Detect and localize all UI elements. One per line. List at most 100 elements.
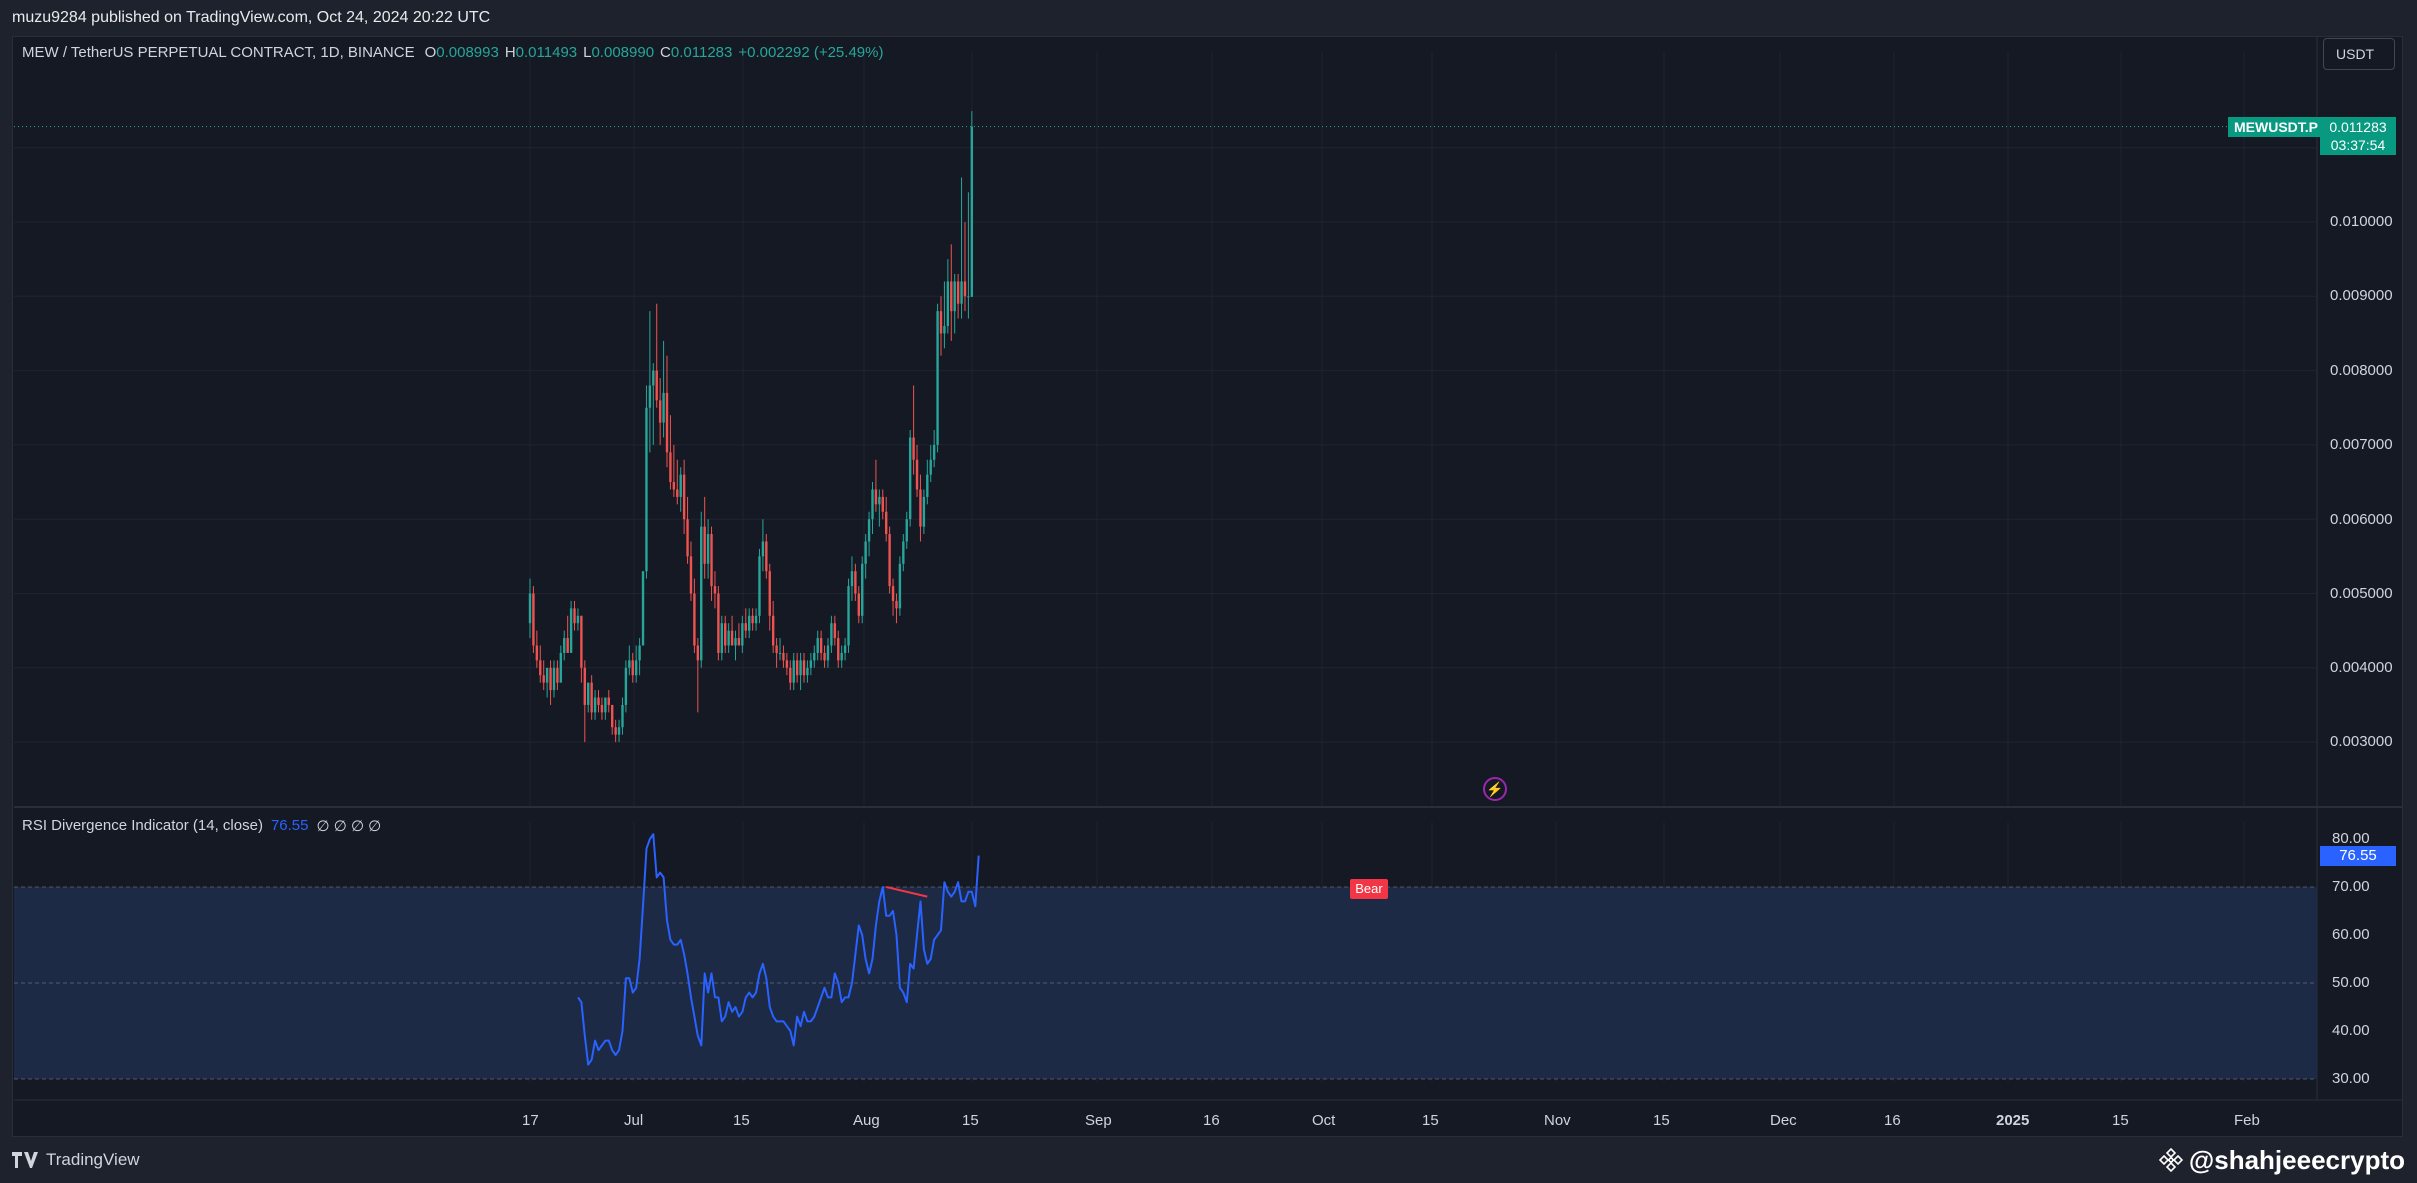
candle[interactable] bbox=[929, 444, 932, 483]
candle[interactable] bbox=[590, 675, 593, 720]
candle[interactable] bbox=[539, 645, 542, 683]
candle[interactable] bbox=[744, 608, 747, 639]
candle[interactable] bbox=[819, 630, 823, 661]
candle[interactable] bbox=[932, 430, 936, 468]
candle[interactable] bbox=[861, 556, 864, 624]
candle[interactable] bbox=[956, 274, 960, 319]
candle[interactable] bbox=[652, 363, 655, 445]
candle[interactable] bbox=[915, 444, 919, 497]
candle[interactable] bbox=[710, 526, 713, 601]
tradingview-brand[interactable]: TradingView bbox=[12, 1150, 140, 1170]
candle[interactable] bbox=[898, 556, 902, 616]
candle[interactable] bbox=[593, 690, 597, 720]
candle[interactable] bbox=[878, 489, 881, 527]
candle[interactable] bbox=[771, 600, 775, 653]
candle[interactable] bbox=[809, 652, 813, 676]
candle[interactable] bbox=[669, 415, 672, 490]
candle[interactable] bbox=[970, 111, 974, 298]
candle[interactable] bbox=[703, 496, 706, 579]
candle[interactable] bbox=[823, 645, 826, 668]
lightning-icon[interactable]: ⚡ bbox=[1483, 777, 1507, 801]
candle[interactable] bbox=[881, 489, 884, 520]
candle[interactable] bbox=[679, 467, 682, 512]
candle[interactable] bbox=[953, 274, 956, 334]
candle[interactable] bbox=[833, 615, 837, 646]
symbol-title[interactable]: MEW / TetherUS PERPETUAL CONTRACT, 1D, B… bbox=[22, 44, 415, 61]
candle[interactable] bbox=[597, 690, 600, 713]
candle[interactable] bbox=[587, 682, 590, 713]
candle[interactable] bbox=[936, 303, 939, 453]
candle[interactable] bbox=[813, 645, 816, 668]
candle[interactable] bbox=[545, 667, 549, 698]
candle[interactable] bbox=[607, 690, 610, 713]
candle[interactable] bbox=[662, 340, 665, 438]
candle[interactable] bbox=[908, 430, 912, 527]
rsi-line[interactable] bbox=[577, 833, 980, 1066]
candle[interactable] bbox=[535, 630, 539, 668]
candle[interactable] bbox=[696, 638, 700, 713]
candle[interactable] bbox=[638, 638, 641, 676]
candle[interactable] bbox=[799, 652, 802, 691]
candle[interactable] bbox=[795, 652, 799, 683]
candle[interactable] bbox=[641, 571, 645, 646]
candle[interactable] bbox=[830, 615, 833, 653]
candle[interactable] bbox=[724, 615, 727, 653]
candle[interactable] bbox=[765, 534, 768, 579]
candle[interactable] bbox=[648, 311, 652, 453]
candle[interactable] bbox=[919, 474, 922, 542]
candle[interactable] bbox=[895, 593, 898, 624]
candle[interactable] bbox=[600, 697, 604, 720]
candle[interactable] bbox=[727, 623, 730, 653]
candle[interactable] bbox=[912, 385, 915, 475]
candle[interactable] bbox=[741, 615, 744, 653]
candle[interactable] bbox=[963, 222, 967, 312]
candle[interactable] bbox=[665, 355, 669, 468]
candle[interactable] bbox=[826, 638, 830, 668]
candle[interactable] bbox=[734, 630, 737, 661]
candle[interactable] bbox=[583, 660, 586, 743]
candle[interactable] bbox=[922, 489, 926, 535]
candle[interactable] bbox=[850, 556, 854, 601]
candle[interactable] bbox=[905, 511, 908, 549]
main-legend[interactable]: MEW / TetherUS PERPETUAL CONTRACT, 1D, B… bbox=[22, 44, 883, 61]
candle[interactable] bbox=[628, 645, 631, 676]
candle[interactable] bbox=[563, 630, 566, 661]
candle[interactable] bbox=[706, 519, 710, 579]
candle[interactable] bbox=[885, 496, 888, 542]
candle[interactable] bbox=[891, 578, 895, 616]
rsi-legend[interactable]: RSI Divergence Indicator (14, close) 76.… bbox=[22, 817, 381, 835]
candle[interactable] bbox=[730, 615, 734, 646]
rsi-title[interactable]: RSI Divergence Indicator (14, close) bbox=[22, 817, 263, 834]
candle[interactable] bbox=[854, 563, 857, 601]
candle[interactable] bbox=[528, 578, 532, 639]
candle[interactable] bbox=[549, 660, 552, 705]
candle[interactable] bbox=[926, 459, 929, 505]
candle[interactable] bbox=[559, 645, 563, 683]
candle[interactable] bbox=[700, 511, 703, 668]
candle[interactable] bbox=[717, 586, 720, 661]
candle[interactable] bbox=[871, 482, 874, 535]
candle[interactable] bbox=[556, 660, 559, 691]
candle[interactable] bbox=[782, 645, 785, 668]
candle[interactable] bbox=[864, 534, 867, 579]
candle[interactable] bbox=[682, 459, 686, 535]
candle[interactable] bbox=[761, 519, 765, 572]
candle[interactable] bbox=[902, 534, 905, 572]
candle[interactable] bbox=[542, 660, 545, 691]
candle[interactable] bbox=[867, 511, 871, 557]
candle[interactable] bbox=[720, 615, 723, 661]
candle[interactable] bbox=[837, 630, 840, 668]
candle[interactable] bbox=[792, 652, 795, 691]
candle[interactable] bbox=[532, 586, 535, 653]
candle[interactable] bbox=[604, 697, 607, 720]
candle[interactable] bbox=[967, 192, 970, 319]
candle[interactable] bbox=[569, 600, 573, 653]
candle[interactable] bbox=[552, 660, 556, 698]
candle[interactable] bbox=[806, 660, 809, 683]
candle[interactable] bbox=[943, 281, 946, 349]
candle[interactable] bbox=[840, 645, 843, 668]
candle[interactable] bbox=[778, 638, 782, 661]
candle[interactable] bbox=[645, 385, 648, 579]
candle[interactable] bbox=[737, 623, 741, 646]
candle[interactable] bbox=[713, 571, 717, 609]
